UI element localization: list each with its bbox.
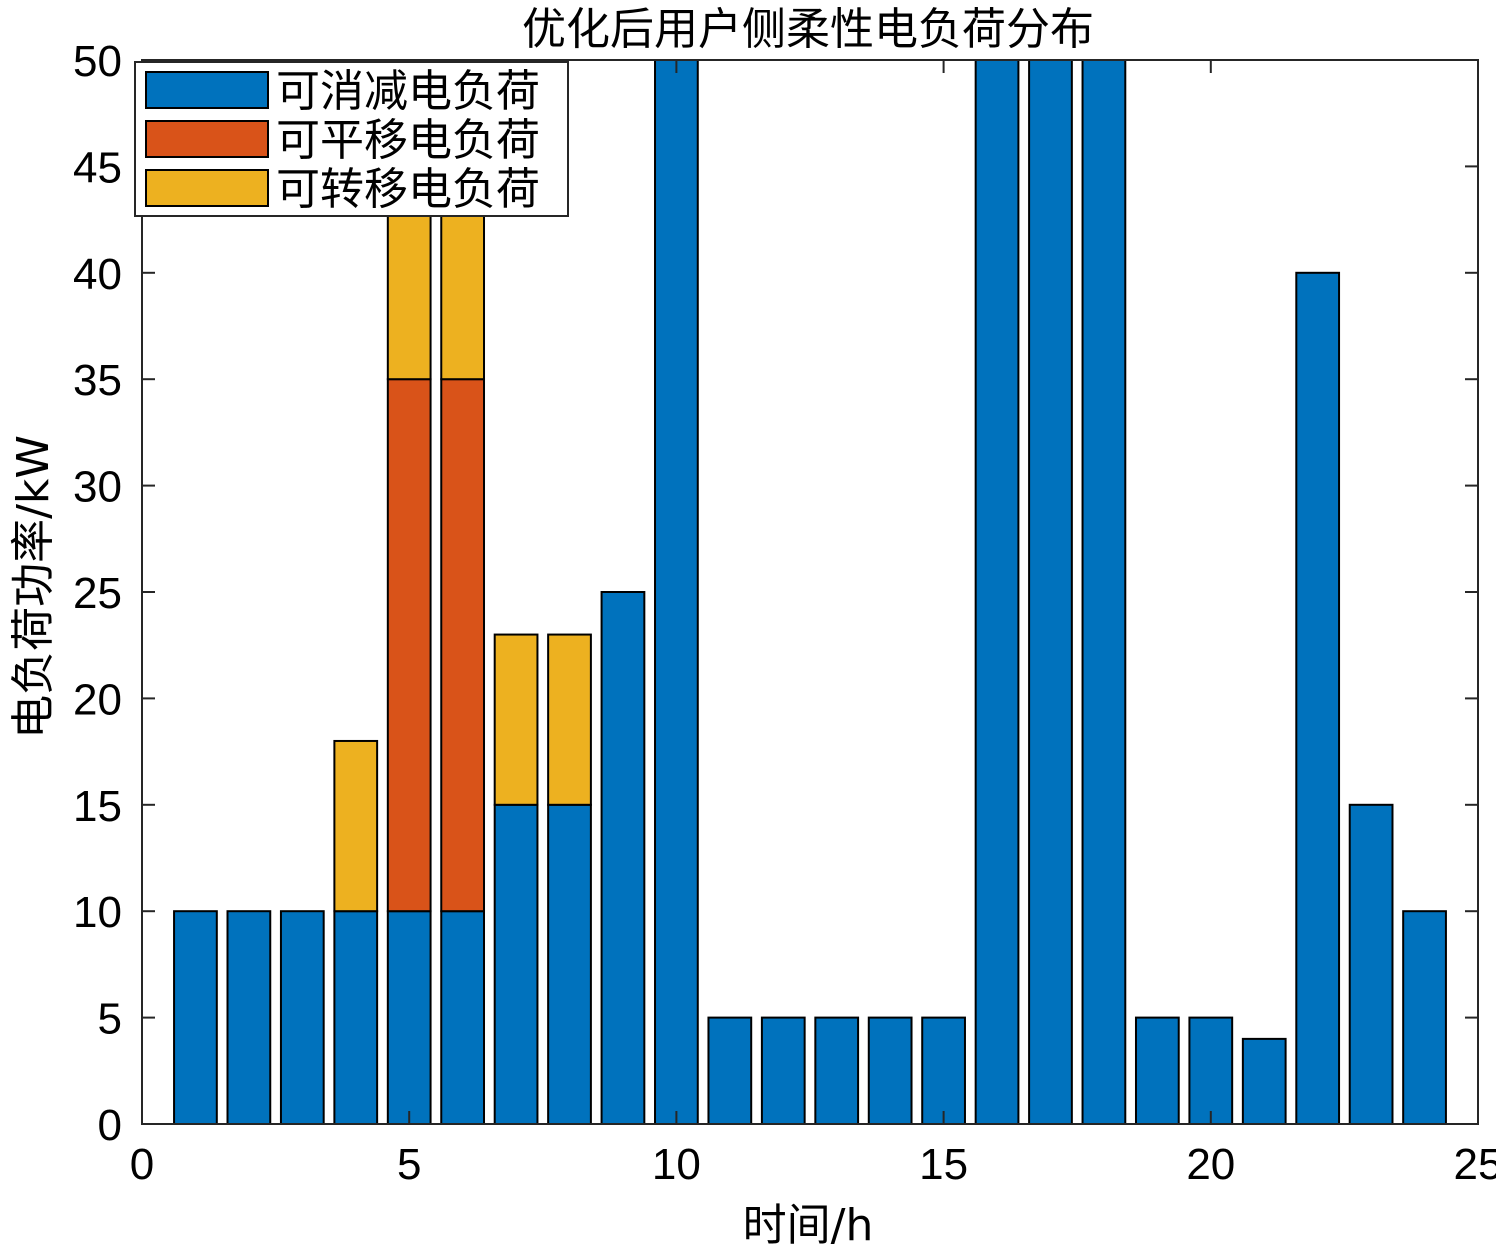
y-tick-label: 50 (73, 37, 122, 86)
bar-segment-s1-x6 (440, 378, 486, 913)
x-tick-label: 10 (652, 1140, 701, 1189)
legend-swatch-0 (145, 71, 269, 109)
bar-segment-s0-x23 (1348, 803, 1394, 1124)
bar-segment-s0-x3 (279, 910, 325, 1124)
x-tick-label: 5 (397, 1140, 421, 1189)
bar-segment-s2-x5 (386, 207, 432, 381)
bar-segment-s0-x6 (440, 910, 486, 1124)
legend-label-0: 可消减电负荷 (276, 66, 540, 117)
legend-swatch-2 (145, 169, 269, 207)
bar-segment-s0-x5 (386, 910, 432, 1124)
x-axis-title: 时间/h (743, 1200, 874, 1251)
bar-segment-s0-x9 (600, 591, 646, 1124)
bar-segment-s1-x5 (386, 378, 432, 913)
legend-label-2: 可转移电负荷 (276, 164, 540, 215)
bar-segment-s0-x17 (1028, 60, 1073, 1124)
y-tick-label: 30 (73, 463, 122, 512)
bar-segment-s0-x20 (1188, 1016, 1234, 1124)
x-tick-label: 0 (130, 1140, 154, 1189)
y-tick-label: 25 (73, 569, 122, 618)
bar-segment-s0-x15 (921, 1016, 966, 1124)
y-tick-label: 35 (73, 356, 122, 405)
bar-segment-s0-x11 (707, 1016, 753, 1124)
bar-segment-s0-x2 (226, 910, 272, 1124)
bar-segment-s0-x24 (1402, 910, 1447, 1124)
y-tick-label: 15 (73, 782, 122, 831)
bar-segment-s2-x8 (547, 633, 592, 806)
chart-title: 优化后用户侧柔性电负荷分布 (522, 4, 1094, 55)
legend-swatch-1 (145, 120, 269, 158)
y-tick-label: 20 (73, 675, 122, 724)
axes: 0 5 10 15 20 25 0 5 10 15 20 25 30 35 40 45 50 (73, 37, 1496, 1189)
bar-segment-s0-x4 (333, 910, 379, 1124)
bar-segment-s2-x6 (440, 207, 486, 381)
bar-segment-s0-x21 (1241, 1037, 1287, 1124)
bar-segment-s0-x18 (1081, 60, 1127, 1124)
y-tick-label: 0 (98, 1101, 122, 1150)
bar-segment-s0-x7 (493, 803, 539, 1124)
bar-segment-s0-x12 (760, 1016, 806, 1124)
y-tick-label: 40 (73, 250, 122, 299)
bar-segment-s0-x19 (1134, 1016, 1180, 1124)
bar-segment-s0-x10 (654, 60, 699, 1124)
bar-segment-s0-x16 (974, 60, 1020, 1124)
bar-segment-s2-x7 (493, 633, 539, 806)
y-axis-title: 电负荷功率/kW (8, 435, 59, 739)
x-tick-label: 15 (919, 1140, 968, 1189)
x-tick-label: 20 (1186, 1140, 1235, 1189)
y-tick-label: 10 (73, 888, 122, 937)
bars (173, 60, 1447, 1124)
y-tick-label: 45 (73, 143, 122, 192)
bar-segment-s0-x22 (1295, 271, 1341, 1124)
bar-segment-s0-x8 (547, 803, 592, 1124)
y-tick-label: 5 (98, 995, 122, 1044)
x-tick-label: 25 (1454, 1140, 1496, 1189)
bar-segment-s2-x4 (333, 739, 379, 913)
bar-segment-s0-x14 (867, 1016, 913, 1124)
bar-segment-s0-x13 (814, 1016, 860, 1124)
bar-segment-s0-x1 (173, 910, 218, 1124)
legend-label-1: 可平移电负荷 (276, 115, 540, 166)
